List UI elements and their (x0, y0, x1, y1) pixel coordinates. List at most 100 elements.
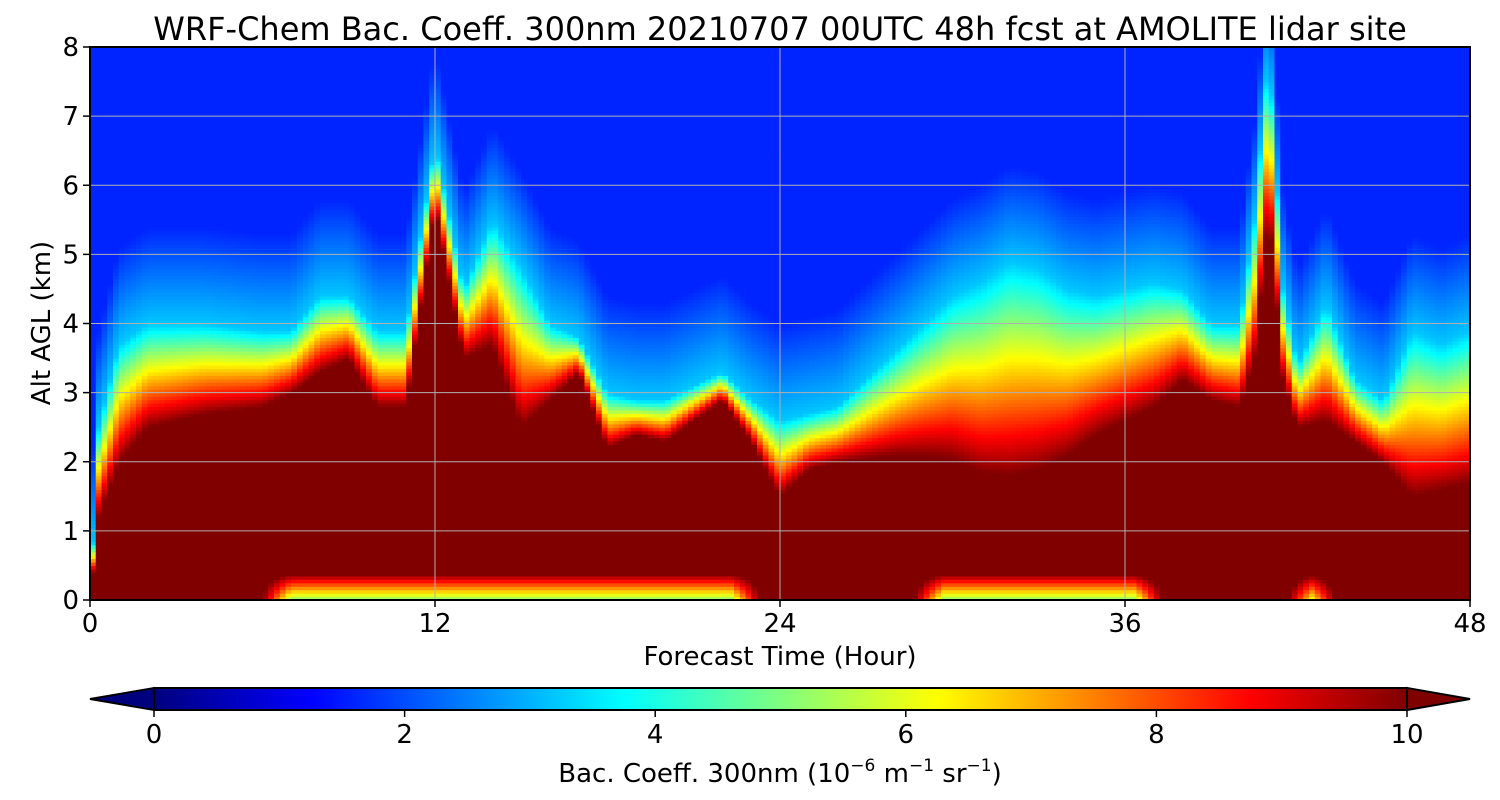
heatmap-cell (102, 400, 108, 404)
chart-figure: WRF-Chem Bac. Coeff. 300nm 20210707 00UT… (0, 0, 1500, 800)
heatmap-cell (125, 562, 131, 566)
heatmap-cell (125, 593, 131, 597)
heatmap-cell (113, 427, 119, 431)
heatmap-cell (119, 344, 125, 348)
heatmap-cell (102, 465, 108, 469)
heatmap-cell (119, 147, 125, 151)
heatmap-cell (125, 424, 131, 428)
heatmap-cell (119, 565, 125, 569)
heatmap-cell (96, 178, 102, 182)
heatmap-cell (96, 562, 102, 566)
heatmap-cell (125, 503, 131, 507)
heatmap-cell (96, 448, 102, 452)
heatmap-cell (113, 151, 119, 155)
heatmap-cell (119, 545, 125, 549)
heatmap-cell (102, 344, 108, 348)
heatmap-cell (113, 444, 119, 448)
heatmap-cell (107, 147, 113, 151)
heatmap-cell (107, 393, 113, 397)
heatmap-cell (107, 572, 113, 576)
heatmap-cell (125, 448, 131, 452)
heatmap-cell (125, 95, 131, 99)
heatmap-cell (119, 576, 125, 580)
heatmap-cell (113, 158, 119, 162)
heatmap-cell (102, 565, 108, 569)
heatmap-cell (130, 576, 136, 580)
heatmap-cell (119, 68, 125, 72)
heatmap-cell (102, 548, 108, 552)
heatmap-cell (119, 562, 125, 566)
heatmap-cell (130, 593, 136, 597)
heatmap-cell (119, 92, 125, 96)
heatmap-cell (102, 147, 108, 151)
heatmap-cell (125, 147, 131, 151)
heatmap-cell (125, 279, 131, 283)
heatmap-cell (107, 216, 113, 220)
heatmap-cell (102, 61, 108, 65)
heatmap-cell (107, 289, 113, 293)
heatmap-cell (102, 178, 108, 182)
heatmap-cell (125, 223, 131, 227)
heatmap-cell (107, 189, 113, 193)
heatmap-cell (107, 334, 113, 338)
heatmap-cell (102, 379, 108, 383)
heatmap-cell (96, 306, 102, 310)
heatmap-cell (119, 472, 125, 476)
heatmap-cell (107, 448, 113, 452)
heatmap-cell (96, 299, 102, 303)
heatmap-cell (113, 548, 119, 552)
heatmap-cell (125, 365, 131, 369)
heatmap-cell (119, 203, 125, 207)
heatmap-cell (119, 427, 125, 431)
heatmap-cell (113, 410, 119, 414)
heatmap-cell (96, 517, 102, 521)
heatmap-cell (125, 244, 131, 248)
heatmap-cell (113, 372, 119, 376)
heatmap-cell (96, 61, 102, 65)
heatmap-cell (113, 341, 119, 345)
heatmap-cell (102, 341, 108, 345)
heatmap-cell (102, 489, 108, 493)
heatmap-cell (102, 299, 108, 303)
heatmap-cell (107, 282, 113, 286)
heatmap-cell (113, 545, 119, 549)
heatmap-cell (125, 472, 131, 476)
heatmap-cell (107, 424, 113, 428)
heatmap-cell (96, 341, 102, 345)
heatmap-cell (125, 75, 131, 79)
heatmap-cell (119, 95, 125, 99)
heatmap-cell (107, 241, 113, 245)
heatmap-cell (119, 400, 125, 404)
heatmap-cell (107, 123, 113, 127)
heatmap-cell (107, 230, 113, 234)
heatmap-cell (96, 282, 102, 286)
heatmap-cell (119, 206, 125, 210)
heatmap-cell (107, 61, 113, 65)
heatmap-cell (125, 351, 131, 355)
heatmap-cell (113, 75, 119, 79)
heatmap-cell (130, 531, 136, 535)
heatmap-cell (130, 583, 136, 587)
heatmap-cell (119, 116, 125, 120)
heatmap-cell (125, 92, 131, 96)
heatmap-cell (107, 95, 113, 99)
heatmap-cell (113, 510, 119, 514)
heatmap-cell (119, 572, 125, 576)
heatmap-cell (119, 161, 125, 165)
heatmap-cell (125, 168, 131, 172)
heatmap-cell (130, 510, 136, 514)
heatmap-cell (113, 576, 119, 580)
heatmap-cell (96, 140, 102, 144)
heatmap-cell (102, 68, 108, 72)
heatmap-cell (113, 593, 119, 597)
heatmap-cell (113, 462, 119, 466)
heatmap-cell (125, 272, 131, 276)
heatmap-cell (96, 365, 102, 369)
heatmap-cell (102, 500, 108, 504)
heatmap-cell (102, 213, 108, 217)
heatmap-cell (96, 123, 102, 127)
heatmap-cell (96, 355, 102, 359)
heatmap-cell (96, 417, 102, 421)
heatmap-cell (96, 382, 102, 386)
heatmap-cell (119, 583, 125, 587)
